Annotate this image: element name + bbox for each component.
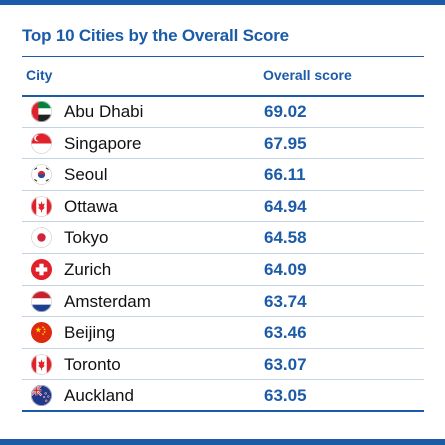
column-header-city: City [26,67,53,83]
city-name: Zurich [64,259,112,279]
header-divider [22,95,424,97]
city-name: Toronto [64,354,121,374]
table-row: Ottawa 64.94 [22,191,424,223]
south-korea-flag-icon [31,164,52,185]
city-name: Ottawa [64,196,118,216]
overall-score: 63.05 [264,386,307,406]
uae-flag-icon [31,101,52,122]
overall-score: 67.95 [264,133,307,153]
table-row: Zurich 64.09 [22,254,424,286]
city-name: Abu Dhabi [64,102,144,121]
overall-score: 63.07 [264,354,307,374]
city-name: Auckland [64,386,134,406]
column-header-score: Overall score [263,67,352,83]
overall-score: 63.74 [264,291,307,311]
china-flag-icon [31,322,52,344]
city-name: Amsterdam [64,291,151,311]
canada-flag-icon [31,195,52,217]
bottom-accent-bar [0,439,445,445]
city-name: Tokyo [64,228,109,248]
page-title: Top 10 Cities by the Overall Score [22,26,289,45]
switzerland-flag-icon [31,258,52,280]
netherlands-flag-icon [31,290,52,312]
table-row: Beijing 63.46 [22,317,424,349]
table-row: Amsterdam 63.74 [22,286,424,318]
new-zealand-flag-icon [31,385,52,407]
overall-score: 69.02 [264,102,307,121]
city-name: Beijing [64,323,116,343]
table-row: Toronto 63.07 [22,349,424,381]
table-row: Abu Dhabi 69.02 [22,96,424,128]
top-accent-bar [0,0,445,5]
title-divider [22,56,424,57]
city-name: Seoul [64,165,108,185]
overall-score: 64.09 [264,259,307,279]
canada-flag-icon [31,353,52,375]
overall-score: 64.94 [264,196,307,216]
table-row: Auckland 63.05 [22,380,424,412]
singapore-flag-icon [31,132,52,154]
city-name: Singapore [64,133,142,153]
japan-flag-icon [31,227,52,249]
table-row: Seoul 66.11 [22,159,424,191]
overall-score: 63.46 [264,323,307,343]
overall-score: 66.11 [264,165,306,185]
overall-score: 64.58 [264,228,307,248]
table-row: Tokyo 64.58 [22,222,424,254]
table-bottom-divider [22,410,424,412]
table-row: Singapore 67.95 [22,128,424,160]
ranking-table: Abu Dhabi 69.02 Singapore 67.95 [22,96,424,412]
